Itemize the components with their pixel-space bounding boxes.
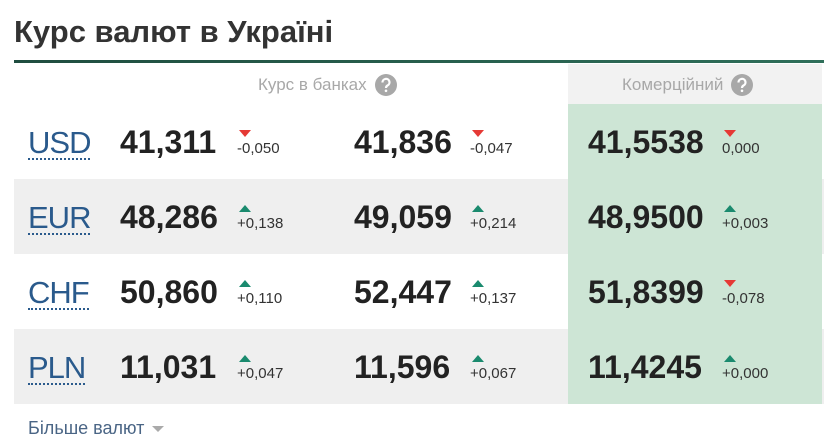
rate-value: 11,596 bbox=[354, 349, 451, 385]
commercial-header: Комерційний bbox=[622, 74, 754, 96]
rate-change: 0,000 bbox=[722, 140, 760, 157]
change-arrow bbox=[724, 280, 736, 287]
title-rule bbox=[14, 60, 824, 63]
change-arrow bbox=[239, 130, 251, 137]
banks-header-text: Курс в банках bbox=[258, 75, 367, 94]
rate-change: -0,047 bbox=[470, 140, 513, 157]
change-arrow bbox=[472, 205, 484, 212]
change-arrow bbox=[472, 130, 484, 137]
rate-value: 41,5538 bbox=[588, 124, 704, 160]
change-arrow bbox=[239, 280, 251, 287]
rate-change: -0,050 bbox=[237, 140, 280, 157]
rate-value: 41,311 bbox=[120, 124, 217, 160]
rate-value: 48,9500 bbox=[588, 199, 704, 235]
banks-header: Курс в банках bbox=[258, 74, 397, 96]
change-arrow bbox=[472, 280, 484, 287]
commercial-cell bbox=[568, 254, 822, 329]
rate-change: +0,214 bbox=[470, 215, 517, 232]
rate-change: -0,078 bbox=[722, 290, 765, 307]
currency-code[interactable]: USD bbox=[28, 125, 91, 160]
rate-change: +0,138 bbox=[237, 215, 284, 232]
rate-change: +0,067 bbox=[470, 365, 517, 382]
rate-value: 11,031 bbox=[120, 349, 217, 385]
caret bbox=[152, 425, 165, 432]
commercial-cell bbox=[568, 329, 822, 404]
change-arrow bbox=[724, 355, 736, 362]
change-arrow bbox=[472, 355, 484, 362]
change-arrow bbox=[724, 130, 736, 137]
commercial-cell bbox=[568, 179, 822, 254]
rate-value: 52,447 bbox=[354, 274, 452, 310]
rate-change: +0,110 bbox=[237, 290, 283, 307]
currency-code[interactable]: PLN bbox=[28, 350, 86, 385]
rate-value: 48,286 bbox=[120, 199, 218, 235]
commercial-cell bbox=[568, 104, 822, 179]
rate-change: +0,047 bbox=[237, 365, 284, 382]
rate-value: 49,059 bbox=[354, 199, 452, 235]
more-text[interactable]: Більше валют bbox=[28, 418, 145, 438]
commercial-header-text: Комерційний bbox=[622, 75, 724, 94]
commercial-header-bg bbox=[568, 64, 822, 104]
change-arrow bbox=[724, 205, 736, 212]
rate-change: +0,003 bbox=[722, 215, 769, 232]
currency-code[interactable]: EUR bbox=[28, 200, 91, 235]
more-currencies[interactable]: Більше валют bbox=[28, 418, 165, 439]
help-icon[interactable] bbox=[731, 74, 754, 96]
rate-value: 50,860 bbox=[120, 274, 218, 310]
rate-value: 51,8399 bbox=[588, 274, 704, 310]
rate-value: 11,4245 bbox=[588, 349, 702, 385]
rate-value: 41,836 bbox=[354, 124, 452, 160]
rate-change: +0,000 bbox=[722, 365, 769, 382]
change-arrow bbox=[239, 355, 251, 362]
help-icon[interactable] bbox=[374, 74, 397, 96]
change-arrow bbox=[239, 205, 251, 212]
title: Курс валют в Україні bbox=[14, 14, 334, 49]
currency-code[interactable]: CHF bbox=[28, 275, 90, 310]
rate-change: +0,137 bbox=[470, 290, 517, 307]
